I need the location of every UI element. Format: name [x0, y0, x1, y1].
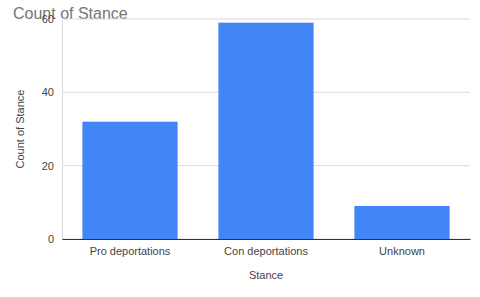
y-tick-label: 0: [48, 233, 54, 245]
y-tick: 40: [42, 86, 62, 98]
x-axis-line: [63, 239, 471, 240]
x-axis-title: Stance: [249, 269, 283, 281]
y-tick: 60: [42, 13, 62, 25]
y-axis-line: [62, 20, 63, 240]
bars: [82, 23, 449, 239]
x-tick: Con deportations: [224, 239, 308, 257]
bar: [218, 23, 313, 239]
plot: 0 20 40 60 Pro deportations Con deportations U…: [42, 13, 471, 257]
y-tick-label: 20: [42, 160, 54, 172]
grid: [62, 19, 470, 239]
y-axis: 0 20 40 60: [42, 13, 63, 245]
y-tick: 20: [42, 160, 62, 172]
y-axis-title: Count of Stance: [14, 90, 26, 169]
y-tick: 0: [48, 233, 62, 245]
x-tick-label: Unknown: [379, 245, 425, 257]
bar: [82, 122, 177, 239]
x-tick-label: Pro deportations: [90, 245, 171, 257]
x-axis: Pro deportations Con deportations Unknown: [63, 239, 471, 257]
x-tick-label: Con deportations: [224, 245, 308, 257]
y-tick-label: 60: [42, 13, 54, 25]
chart: Count of Stance 0 20 40 60 Pro deportations Co…: [0, 0, 480, 297]
bar: [354, 206, 449, 239]
grid-line: [62, 19, 470, 20]
x-tick: Unknown: [379, 239, 425, 257]
x-tick: Pro deportations: [90, 239, 171, 257]
y-tick-label: 40: [42, 86, 54, 98]
